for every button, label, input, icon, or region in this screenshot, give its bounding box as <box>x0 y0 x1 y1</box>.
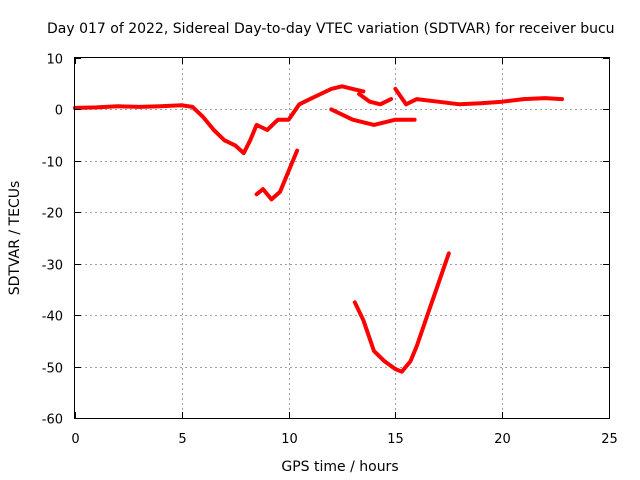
x-tick-label: 10 <box>281 432 298 447</box>
plot-frame <box>74 57 610 419</box>
y-tick-label: -20 <box>42 207 63 222</box>
chart-title: Day 017 of 2022, Sidereal Day-to-day VTE… <box>47 21 615 37</box>
y-tick-label: 0 <box>55 104 63 119</box>
series-track-6 <box>352 251 451 374</box>
y-tick-label: -10 <box>42 156 63 171</box>
x-tick-label: 0 <box>71 432 79 447</box>
y-tick-label: -50 <box>42 362 63 377</box>
x-tick-label: 20 <box>494 432 511 447</box>
axis-ticks: 0 5 10 15 20 25 -60 -50 -40 -30 -20 -10 0 10 <box>42 53 618 448</box>
x-tick-label: 25 <box>601 432 618 447</box>
data-series <box>73 84 564 374</box>
series-track-3 <box>329 107 417 127</box>
series-track-1 <box>73 84 366 156</box>
x-tick-label: 15 <box>387 432 404 447</box>
y-tick-label: -60 <box>42 413 63 428</box>
grid-lines <box>75 58 609 418</box>
series-track-2 <box>357 92 394 107</box>
x-tick-label: 5 <box>178 432 186 447</box>
series-track-4 <box>393 86 564 107</box>
series-track-5 <box>254 148 300 202</box>
y-tick-label: -40 <box>42 310 63 325</box>
y-tick-label: 10 <box>46 53 63 68</box>
y-axis-label: SDTVAR / TECUs <box>7 181 23 296</box>
x-axis-label: GPS time / hours <box>281 459 398 475</box>
y-tick-label: -30 <box>42 259 63 274</box>
